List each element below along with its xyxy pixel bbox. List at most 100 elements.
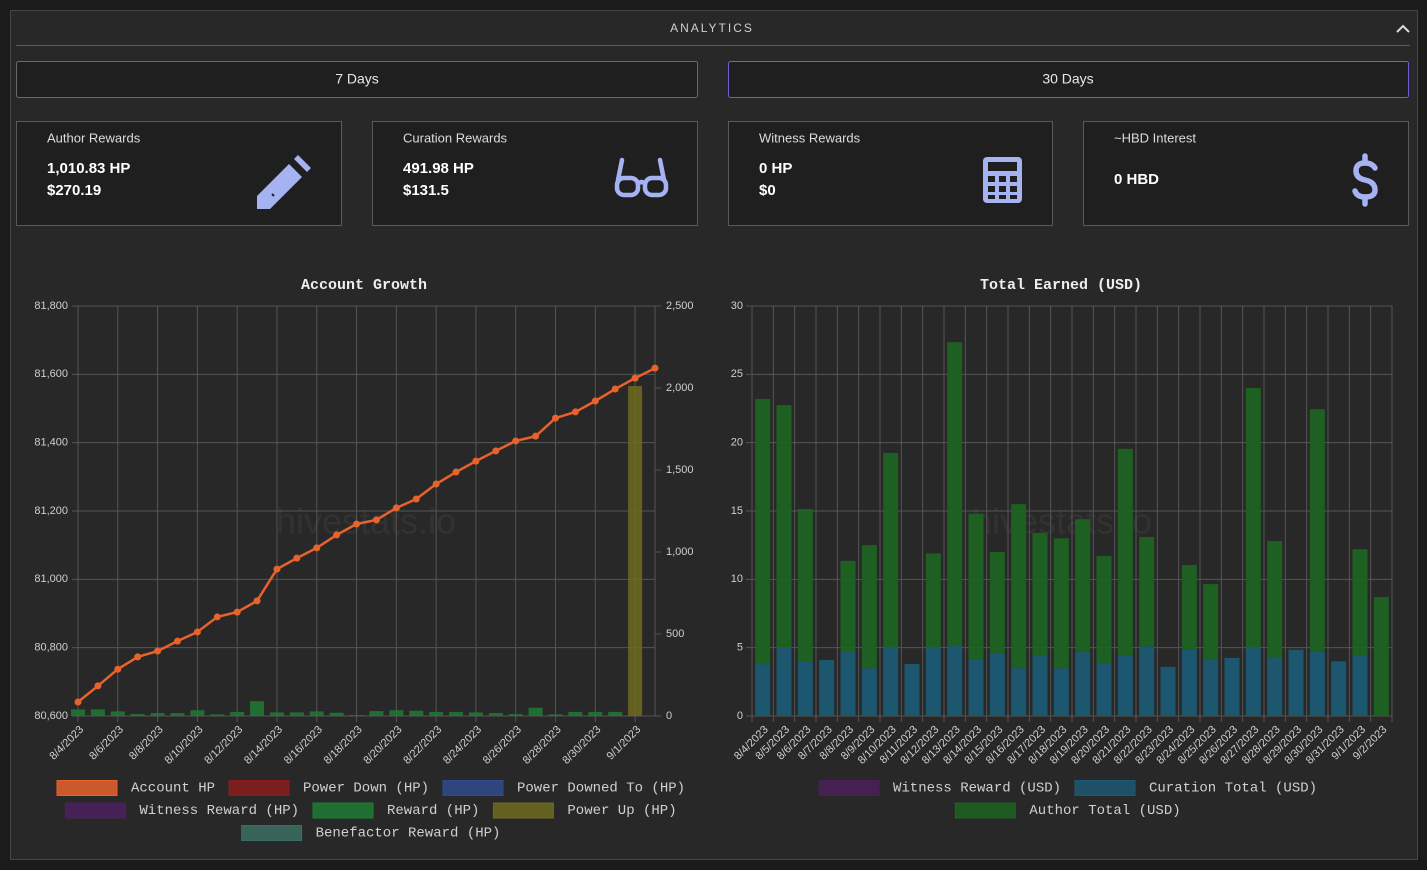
button-label[interactable]: 7 Days — [335, 71, 379, 87]
bar — [508, 714, 523, 716]
bar — [349, 715, 364, 716]
point — [472, 457, 480, 465]
y-tick-label: 80,600 — [34, 710, 68, 722]
legend-swatch — [442, 780, 504, 796]
bar — [90, 709, 105, 716]
bar-segment — [1267, 657, 1283, 716]
y-tick-label: 0 — [737, 710, 743, 722]
bar-segment — [989, 653, 1005, 716]
point — [213, 613, 221, 621]
bar — [250, 701, 265, 716]
bar — [190, 710, 205, 716]
point — [173, 637, 181, 645]
bar-segment — [1139, 536, 1155, 647]
point — [94, 682, 102, 690]
bar-segment — [861, 545, 877, 669]
point — [273, 565, 281, 573]
bar-segment — [1288, 649, 1304, 716]
bar-segment — [1309, 409, 1325, 652]
button-label[interactable]: 30 Days — [1042, 71, 1093, 87]
y2-tick-label: 2,000 — [666, 382, 694, 394]
y2-tick-label: 2,500 — [666, 300, 694, 312]
bar-segment — [1011, 504, 1027, 669]
card-value: $131.5 — [403, 182, 449, 199]
bar — [210, 714, 225, 716]
point — [74, 698, 82, 706]
point — [432, 480, 440, 488]
card-value: $270.19 — [47, 182, 101, 199]
bar-segment — [1352, 655, 1368, 716]
bar-segment — [989, 552, 1005, 654]
bar-segment — [1053, 538, 1069, 669]
bar-segment — [861, 668, 877, 716]
point — [233, 608, 241, 616]
card-value: 0 HBD — [1114, 171, 1159, 188]
point — [412, 495, 420, 503]
bar — [449, 711, 464, 716]
bar — [468, 712, 483, 716]
point — [571, 408, 579, 416]
bar — [170, 713, 185, 716]
bar — [289, 712, 304, 716]
bar — [548, 714, 563, 716]
bar-segment — [755, 398, 771, 665]
legend-swatch — [64, 802, 126, 819]
button-box[interactable] — [16, 61, 698, 98]
bar-segment — [1075, 651, 1091, 716]
bar-segment — [1075, 519, 1091, 652]
y-tick-label: 10 — [731, 573, 743, 585]
card-title: Author Rewards — [47, 130, 141, 145]
point — [253, 597, 261, 605]
legend-swatch — [954, 802, 1016, 819]
bar-segment — [1309, 651, 1325, 716]
range-button[interactable]: 30 Days — [728, 61, 1409, 98]
bar-segment — [883, 452, 899, 648]
card-title: Curation Rewards — [403, 130, 508, 145]
card-value: 1,010.83 HP — [47, 160, 130, 177]
legend-swatch — [241, 825, 303, 841]
bar — [329, 712, 344, 716]
bar-segment — [755, 664, 771, 716]
legend-swatch — [312, 802, 374, 819]
point — [631, 374, 639, 382]
bar — [110, 711, 125, 716]
legend-swatch — [492, 802, 554, 819]
bar-segment — [947, 342, 963, 645]
y2-tick-label: 500 — [666, 628, 684, 640]
y-tick-label: 81,000 — [34, 573, 68, 585]
bar — [309, 711, 324, 716]
bar-segment — [883, 647, 899, 716]
y-tick-label: 20 — [731, 437, 743, 449]
button-box-active[interactable] — [728, 61, 1409, 98]
bar-segment — [797, 508, 813, 663]
legend-swatch — [1074, 780, 1136, 796]
collapse-icon[interactable] — [1396, 24, 1410, 33]
y2-tick-label: 1,000 — [666, 546, 694, 558]
bar-segment — [968, 513, 984, 660]
stat-card: Curation Rewards 491.98 HP $131.5 — [372, 121, 698, 226]
bar-segment — [1331, 661, 1347, 716]
chart-title: Account Growth — [301, 277, 427, 294]
point — [353, 520, 361, 528]
bar-segment — [1032, 655, 1048, 716]
bar-segment — [925, 553, 941, 648]
bar — [230, 711, 245, 716]
bar-segment — [1352, 549, 1368, 656]
bar — [409, 710, 424, 716]
glasses-icon — [614, 157, 669, 198]
bar — [588, 711, 603, 716]
y-tick-label: 5 — [737, 642, 743, 654]
range-button[interactable]: 7 Days — [16, 61, 698, 98]
y-tick-label: 81,800 — [34, 300, 68, 312]
point — [313, 544, 321, 552]
bar — [269, 712, 284, 716]
bar-segment — [819, 659, 835, 716]
point — [114, 665, 122, 673]
bar-segment — [1096, 662, 1112, 716]
point — [512, 437, 520, 445]
card-box — [372, 121, 698, 226]
y-tick-label: 30 — [731, 300, 743, 312]
card-title: ~HBD Interest — [1114, 130, 1196, 145]
point — [372, 516, 380, 524]
bar — [71, 709, 85, 716]
